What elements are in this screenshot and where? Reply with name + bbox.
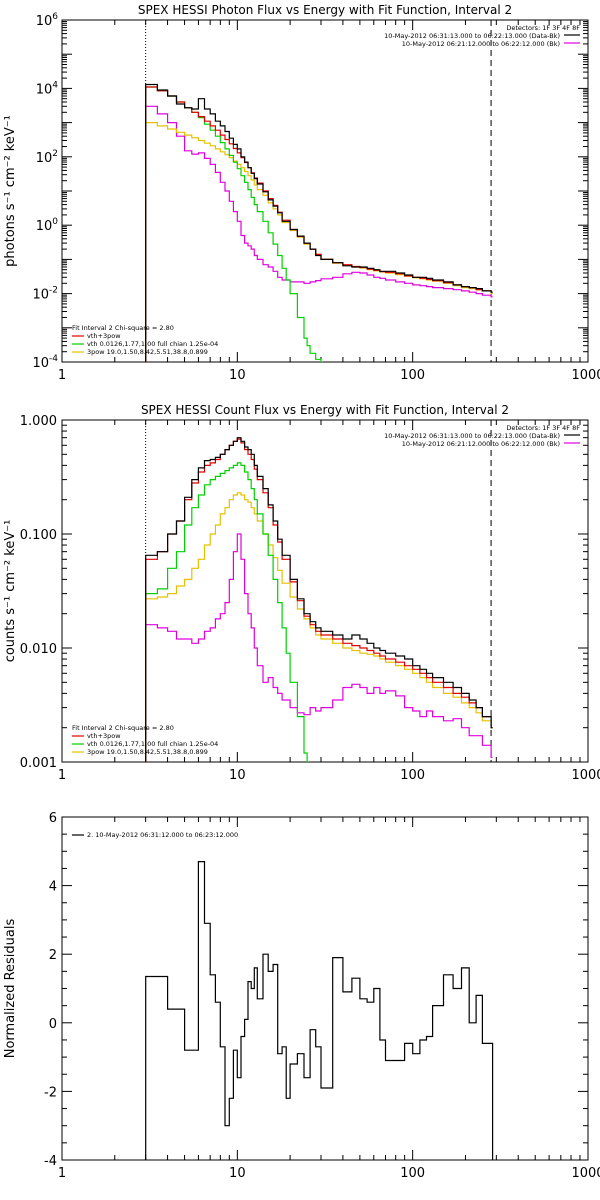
header-line: 10-May-2012 06:21:12.000 to 06:22:12.000… bbox=[402, 440, 560, 448]
series-total bbox=[145, 438, 493, 762]
plot-frame bbox=[61, 19, 589, 363]
legend-entry: vth 0.0126,1.77,1.00 full chian 1.25e-04 bbox=[87, 340, 218, 348]
legend-entry: vth+3pow bbox=[87, 732, 121, 740]
series-residuals bbox=[145, 861, 494, 1160]
series-background bbox=[145, 533, 493, 762]
legend: 2. 10-May-2012 06:31:12.000 to 06:23:12.… bbox=[72, 831, 238, 839]
legend: Fit Interval 2 Chi-square = 2.80vth+3pow… bbox=[72, 324, 218, 356]
plot-frame bbox=[61, 816, 589, 1161]
y-tick-label: 0.001 bbox=[20, 756, 57, 771]
x-tick-label: 1 bbox=[58, 368, 66, 383]
series-background bbox=[145, 105, 493, 362]
series-component bbox=[145, 462, 309, 762]
y-tick-label: 1.000 bbox=[20, 414, 57, 429]
y-tick-label: -2 bbox=[44, 1085, 57, 1100]
series-data bbox=[145, 437, 493, 762]
legend-title: Fit Interval 2 Chi-square = 2.80 bbox=[72, 324, 174, 332]
y-tick-label: 10-2 bbox=[32, 286, 58, 303]
y-axis-label: Normalized Residuals bbox=[3, 919, 18, 1059]
header-line: 10-May-2012 06:31:13.000 to 06:22:13.000… bbox=[384, 432, 560, 440]
series-component bbox=[145, 122, 493, 362]
plot-frame bbox=[61, 419, 589, 763]
x-tick-label: 1 bbox=[58, 1166, 66, 1181]
y-tick-label: 102 bbox=[36, 149, 58, 166]
x-tick-label: 10 bbox=[229, 368, 246, 383]
y-tick-label: -4 bbox=[44, 1154, 57, 1169]
y-tick-label: 4 bbox=[49, 880, 57, 895]
series-data bbox=[145, 83, 493, 362]
x-tick-label: 100 bbox=[400, 768, 425, 783]
header-line: 10-May-2012 06:21:12.000 to 06:22:12.000… bbox=[402, 40, 560, 48]
y-axis-label: photons s⁻¹ cm⁻² keV⁻¹ bbox=[3, 115, 18, 267]
series-group bbox=[145, 437, 493, 762]
legend: Fit Interval 2 Chi-square = 2.80vth+3pow… bbox=[72, 724, 218, 756]
y-tick-label: 2 bbox=[49, 948, 57, 963]
legend-title: Fit Interval 2 Chi-square = 2.80 bbox=[72, 724, 174, 732]
chart-title: SPEX HESSI Count Flux vs Energy with Fit… bbox=[141, 403, 509, 417]
series-component bbox=[145, 492, 493, 762]
y-tick-label: 0 bbox=[49, 1017, 57, 1032]
header-line: 10-May-2012 06:31:13.000 to 06:22:13.000… bbox=[384, 32, 560, 40]
x-tick-label: 1 bbox=[58, 768, 66, 783]
x-tick-label: 100 bbox=[400, 1166, 425, 1181]
header-line: Detectors: 1F 3F 4F 8F bbox=[506, 424, 580, 432]
chart-title: SPEX HESSI Photon Flux vs Energy with Fi… bbox=[138, 3, 512, 17]
series-group bbox=[145, 861, 494, 1160]
chart-2: SPEX HESSI Count Flux vs Energy with Fit… bbox=[3, 403, 600, 783]
y-tick-label: 0.010 bbox=[20, 642, 57, 657]
x-tick-label: 100 bbox=[400, 368, 425, 383]
series-group bbox=[145, 83, 493, 362]
y-tick-label: 6 bbox=[49, 811, 57, 826]
series-total bbox=[145, 86, 493, 362]
y-tick-label: 104 bbox=[36, 80, 59, 97]
y-tick-label: 0.100 bbox=[20, 528, 57, 543]
y-tick-label: 100 bbox=[36, 217, 59, 234]
legend-entry: vth 0.0126,1.77,1.00 full chian 1.25e-04 bbox=[87, 740, 218, 748]
legend-entry: vth+3pow bbox=[87, 332, 121, 340]
chart-1: SPEX HESSI Photon Flux vs Energy with Fi… bbox=[3, 3, 600, 383]
header-line: Detectors: 1F 3F 4F 8F bbox=[506, 24, 580, 32]
y-axis-label: counts s⁻¹ cm⁻² keV⁻¹ bbox=[3, 520, 18, 663]
y-tick-label: 106 bbox=[36, 12, 59, 29]
x-tick-label: 10 bbox=[229, 1166, 246, 1181]
legend-entry: 3pow 19.0,1.50,8.42,5.51,38.8,0.899 bbox=[87, 748, 208, 756]
legend-entry: 2. 10-May-2012 06:31:12.000 to 06:23:12.… bbox=[87, 831, 238, 839]
x-tick-label: 10 bbox=[229, 768, 246, 783]
y-tick-label: 10-4 bbox=[32, 354, 58, 371]
legend-entry: 3pow 19.0,1.50,8.42,5.51,38.8,0.899 bbox=[87, 348, 208, 356]
